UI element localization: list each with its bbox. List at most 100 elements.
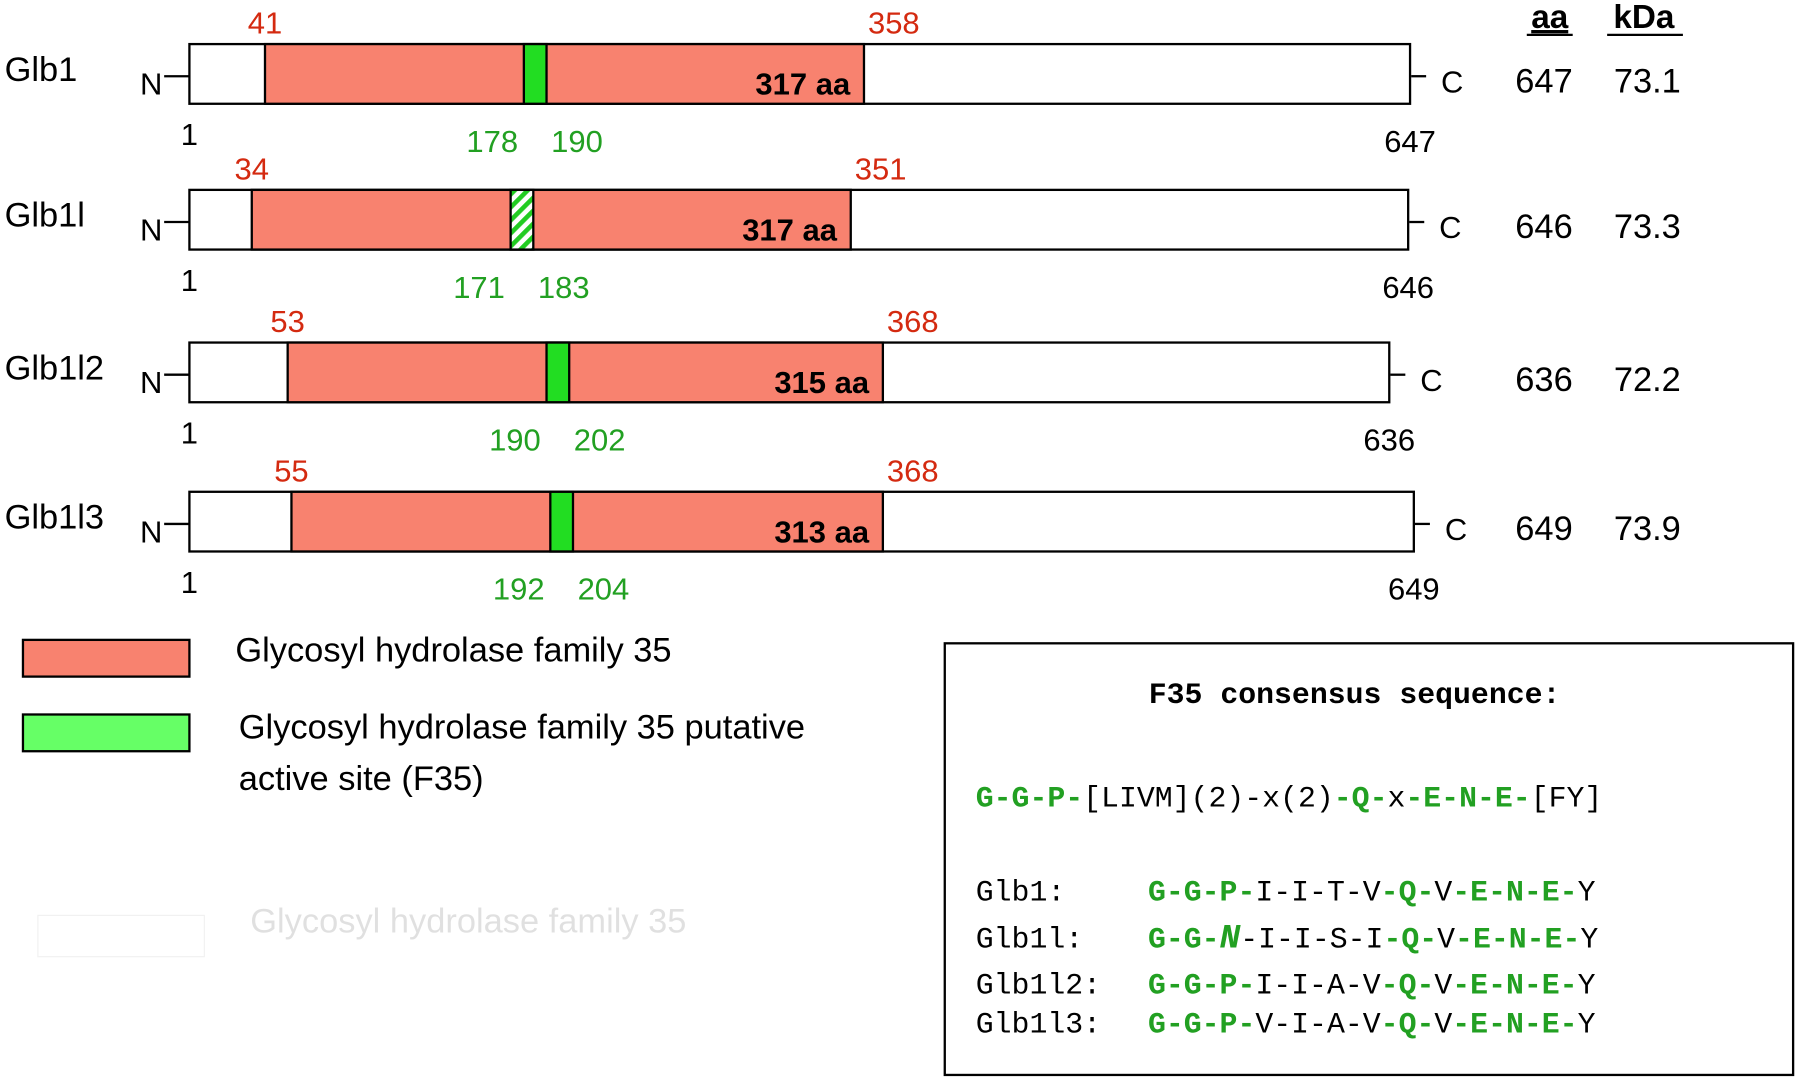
active-site	[545, 341, 571, 404]
sequence-name: Glb1l3:	[976, 1007, 1101, 1041]
legend-label: Glycosyl hydrolase family 35 putative	[239, 709, 805, 747]
start-position: 1	[181, 416, 198, 451]
sequence-segment: G-G-P-	[1148, 968, 1255, 1002]
kda-value: 73.9	[1614, 510, 1681, 548]
sequence-segment: G-G-	[1148, 923, 1220, 957]
consensus-pattern: G-G-P-[LIVM](2)-x(2)-Q-x-E-N-E-[FY]	[976, 781, 1603, 815]
sequence-segment: -E-N-E-	[1452, 875, 1577, 909]
site-end: 190	[551, 124, 603, 159]
sequence-segment: -E-N-E-	[1452, 968, 1577, 1002]
legend-swatch	[21, 638, 191, 678]
end-position: 649	[1388, 572, 1440, 607]
sequence-segment: -E-N-E-	[1452, 1007, 1577, 1041]
sequence-name: Glb1:	[976, 875, 1066, 909]
active-site	[549, 490, 575, 553]
domain-start: 55	[274, 453, 308, 488]
consensus-sequences: G-G-P-[LIVM](2)-x(2)-Q-x-E-N-E-[FY]Glb1:…	[976, 781, 1603, 1041]
domain-end: 358	[868, 6, 920, 41]
sequence-segment: [LIVM](2)-x(2)	[1083, 781, 1334, 815]
domain-size: 317 aa	[755, 67, 851, 102]
aa-value: 647	[1515, 62, 1572, 100]
consensus-box	[943, 642, 1795, 1077]
n-terminus: N	[140, 365, 162, 400]
sequence-segment: I-I-A-V	[1255, 968, 1380, 1002]
active-site	[522, 42, 548, 105]
protein-name: Glb1	[5, 51, 78, 89]
domain-size: 313 aa	[774, 514, 870, 549]
end-position: 646	[1382, 270, 1434, 305]
c-terminus: C	[1445, 512, 1467, 547]
sequence-name: Glb1l:	[976, 923, 1083, 957]
column-header: kDa	[1613, 0, 1675, 36]
sequence-segment: V	[1434, 1007, 1452, 1041]
domain	[250, 188, 852, 251]
protein-rows: Glb1 N C 41 358 317 aa 178 190 1 647 647 73.1 Glb1l N…	[5, 6, 1681, 607]
sequence: G-G-P-I-I-A-V-Q-V-E-N-E-Y	[1148, 968, 1596, 1002]
column-header: aa	[1531, 0, 1569, 36]
legend-swatch	[21, 713, 191, 753]
sequence-segment: Y	[1580, 923, 1598, 957]
sequence-segment: Y	[1578, 968, 1596, 1002]
sequence-segment: N	[1220, 920, 1242, 959]
legend: Glycosyl hydrolase family 35 Glycosyl hyd…	[21, 632, 805, 798]
c-terminus: C	[1420, 363, 1442, 398]
sequence-segment: V	[1434, 875, 1452, 909]
sequence-segment: -E-N-E-	[1405, 781, 1530, 815]
domain-start: 34	[235, 152, 269, 187]
sequence-name: Glb1l2:	[976, 968, 1101, 1002]
end-position: 647	[1384, 124, 1436, 159]
sequence-segment: x	[1387, 781, 1405, 815]
sequence-segment: V	[1437, 923, 1455, 957]
domain-size: 317 aa	[742, 212, 838, 247]
sequence-segment: V-I-A-V	[1255, 1007, 1380, 1041]
domain-start: 41	[248, 6, 282, 41]
ghost-legend: Glycosyl hydrolase family 35	[250, 903, 686, 941]
active-site	[509, 188, 535, 251]
sequence: G-G-N-I-I-S-I-Q-V-E-N-E-Y	[1148, 920, 1598, 959]
kda-value: 72.2	[1614, 361, 1681, 399]
consensus-title: F35 consensus sequence:	[1149, 678, 1561, 712]
sequence-segment: -E-N-E-	[1455, 923, 1580, 957]
site-end: 183	[538, 270, 590, 305]
kda-value: 73.3	[1614, 208, 1681, 246]
domain-end: 368	[887, 453, 939, 488]
aa-value: 649	[1515, 510, 1572, 548]
site-start: 192	[493, 572, 545, 607]
sequence-segment: G-G-P-	[976, 781, 1083, 815]
domain	[263, 42, 866, 105]
sequence-segment: G-G-P-	[1148, 875, 1255, 909]
sequence-segment: I-I-T-V	[1255, 875, 1380, 909]
start-position: 1	[181, 117, 198, 152]
sequence-segment: Y	[1578, 1007, 1596, 1041]
protein-name: Glb1l2	[5, 349, 105, 387]
site-start: 190	[489, 422, 541, 457]
site-start: 178	[466, 124, 518, 159]
protein-name: Glb1l3	[5, 499, 105, 537]
c-terminus: C	[1441, 64, 1463, 99]
domain	[286, 341, 885, 404]
start-position: 1	[181, 565, 198, 600]
sequence-segment: -Q-	[1381, 875, 1435, 909]
n-terminus: N	[140, 212, 162, 247]
n-terminus: N	[140, 514, 162, 549]
aa-value: 636	[1515, 361, 1572, 399]
sequence-segment: -Q-	[1381, 968, 1435, 1002]
aa-value: 646	[1515, 208, 1572, 246]
sequence-segment: G-G-P-	[1148, 1007, 1255, 1041]
legend-label: active site (F35)	[239, 760, 484, 798]
sequence-segment: -Q-	[1381, 1007, 1435, 1041]
domain-end: 351	[855, 152, 907, 187]
sequence-segment: V	[1434, 968, 1452, 1002]
sequence-segment: -Q-	[1334, 781, 1388, 815]
sequence-segment: -Q-	[1383, 923, 1437, 957]
c-terminus: C	[1439, 210, 1461, 245]
protein-name: Glb1l	[5, 197, 85, 235]
ghost-swatch	[37, 914, 205, 958]
sequence: G-G-P-V-I-A-V-Q-V-E-N-E-Y	[1148, 1007, 1596, 1041]
site-start: 171	[453, 270, 505, 305]
sequence-segment: [FY]	[1531, 781, 1603, 815]
site-end: 202	[574, 422, 626, 457]
site-end: 204	[578, 572, 630, 607]
